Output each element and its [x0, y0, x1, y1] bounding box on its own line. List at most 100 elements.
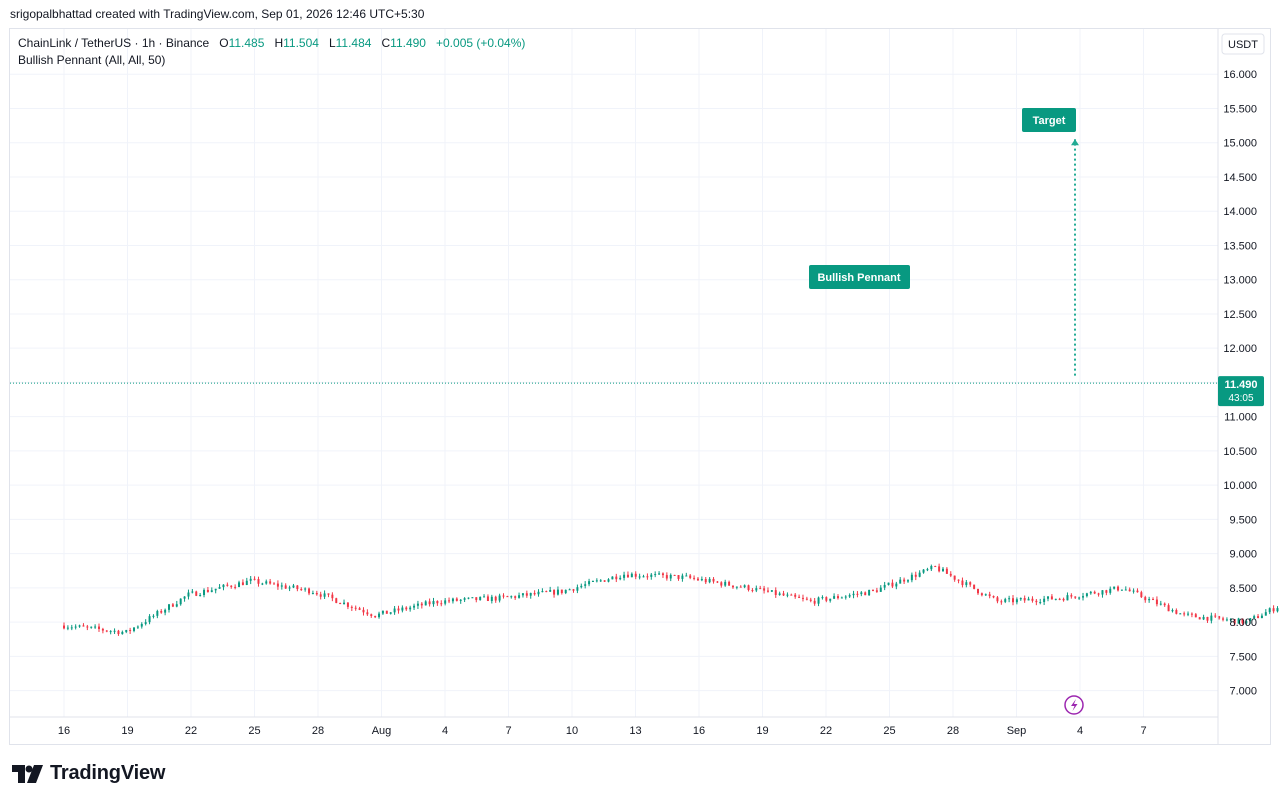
candle-body — [1148, 599, 1151, 601]
candle-body — [887, 582, 890, 585]
symbol-name[interactable]: ChainLink / TetherUS · 1h · Binance — [18, 36, 210, 50]
candle-body — [374, 615, 377, 618]
time-tick-label: Aug — [372, 725, 392, 737]
candle-body — [148, 616, 151, 623]
pennant-label[interactable]: Bullish Pennant — [809, 265, 910, 289]
candle-body — [339, 602, 342, 605]
price-tick-label: 14.000 — [1223, 206, 1257, 218]
candle-body — [564, 589, 567, 594]
candle-body — [168, 604, 171, 610]
candle-body — [875, 590, 878, 592]
time-tick-label: 16 — [58, 725, 70, 737]
candle-body — [1047, 596, 1050, 599]
candle-body — [1190, 613, 1193, 615]
candle-body — [1074, 596, 1077, 598]
candle-body — [941, 568, 944, 572]
candle-body — [611, 576, 614, 580]
candle-body — [521, 593, 524, 596]
candle-body — [203, 589, 206, 596]
candle-body — [253, 578, 256, 580]
candle-body — [1257, 616, 1260, 619]
currency-button[interactable] — [1221, 33, 1265, 55]
price-tick-label: 15.500 — [1223, 103, 1257, 115]
candle-body — [1109, 588, 1112, 593]
lightning-icon[interactable] — [1064, 695, 1084, 715]
time-tick-label: 7 — [1140, 725, 1146, 737]
candle-body — [308, 588, 311, 594]
chart-attribution: srigopalbhattad created with TradingView… — [10, 7, 425, 21]
candle-body — [914, 574, 917, 577]
target-label[interactable]: Target — [1022, 108, 1076, 132]
candle-body — [945, 568, 948, 574]
candle-body — [90, 626, 93, 628]
time-tick-label: 19 — [121, 725, 133, 737]
candle-body — [401, 607, 404, 611]
candle-body — [774, 590, 777, 595]
candle-body — [864, 592, 867, 596]
target-label-text: Target — [1033, 115, 1066, 127]
candle-body — [475, 597, 478, 601]
candle-body — [405, 607, 408, 610]
close-label: C — [381, 36, 391, 50]
candle-body — [829, 598, 832, 601]
candle-body — [525, 593, 528, 596]
candle-body — [366, 612, 369, 615]
candle-body — [836, 596, 839, 599]
candle-body — [1008, 598, 1011, 600]
candle-body — [1101, 590, 1104, 595]
time-tick-label: 22 — [185, 725, 197, 737]
candle-body — [319, 594, 322, 597]
candle-body — [910, 574, 913, 581]
candle-body — [930, 566, 933, 570]
candle-body — [1179, 613, 1182, 615]
candle-body — [249, 578, 252, 581]
tradingview-logo: TradingView — [12, 762, 165, 785]
candle-body — [1035, 600, 1038, 603]
candle-body — [735, 586, 738, 588]
candle-body — [630, 573, 633, 578]
candle-body — [1132, 590, 1135, 592]
candle-body — [860, 592, 863, 595]
candle-body — [1117, 586, 1120, 591]
close-value: 11.490 — [390, 36, 426, 50]
candle-body — [685, 575, 688, 577]
candle-body — [1089, 591, 1092, 594]
indicator-name[interactable]: Bullish Pennant (All, All, 50) — [18, 53, 166, 67]
candle-body — [1093, 591, 1096, 594]
candle-body — [903, 579, 906, 582]
candle-body — [1183, 613, 1186, 615]
candle-body — [1272, 608, 1275, 612]
candle-body — [1245, 621, 1248, 624]
candle-body — [650, 574, 653, 577]
candle-body — [397, 608, 400, 611]
candle-body — [70, 627, 73, 629]
time-tick-label: 19 — [756, 725, 768, 737]
candle-body — [533, 592, 536, 595]
candle-body — [160, 611, 163, 613]
candle-body — [1167, 605, 1170, 612]
candle-body — [164, 609, 167, 613]
candle-body — [393, 608, 396, 613]
candle-body — [311, 593, 314, 595]
candle-body — [257, 579, 260, 584]
candle-body — [1218, 616, 1221, 619]
candle-body — [1253, 616, 1256, 619]
candle-body — [1225, 619, 1228, 621]
candle-body — [1202, 616, 1205, 620]
candle-body — [751, 590, 754, 592]
candle-body — [424, 601, 427, 606]
candle-body — [121, 631, 124, 635]
candle-body — [728, 581, 731, 586]
candle-body — [1054, 598, 1057, 600]
candle-body — [385, 610, 388, 614]
candle-body — [1124, 589, 1127, 591]
candle-body — [626, 574, 629, 578]
candle-body — [455, 598, 458, 601]
candle-body — [1078, 597, 1081, 599]
candle-body — [1136, 590, 1139, 593]
candle-body — [156, 611, 159, 616]
candle-body — [1214, 615, 1217, 617]
candle-body — [300, 589, 303, 591]
candle-body — [560, 589, 563, 594]
